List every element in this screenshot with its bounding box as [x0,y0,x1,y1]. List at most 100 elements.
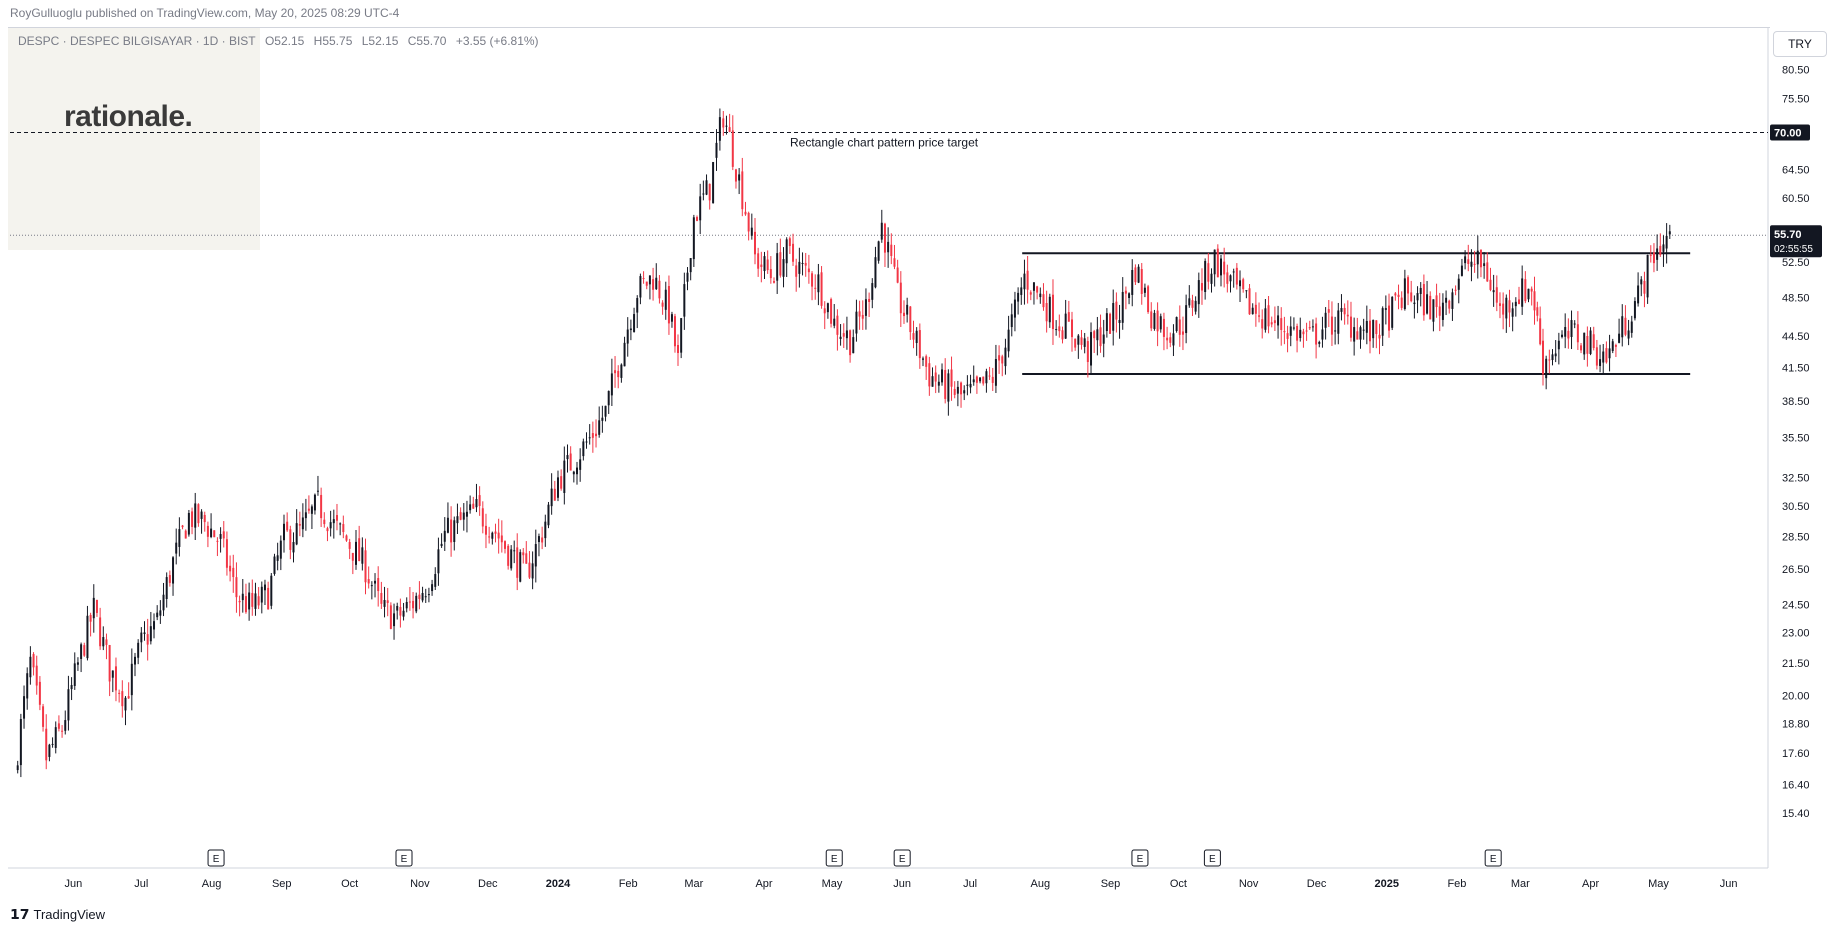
candle-body [985,371,988,384]
candle-body [922,358,925,360]
candle-body [1188,298,1191,306]
y-tick-label: 48.50 [1782,292,1810,304]
candle-body [431,584,434,592]
candle-body [769,269,772,279]
candle-body [617,370,620,378]
candle-body [760,264,763,267]
x-tick-label: 2025 [1375,878,1399,890]
candle-body [531,563,534,579]
candle-body [54,727,57,748]
candle-body [664,289,667,310]
candle-body [1384,308,1387,310]
earnings-marker[interactable] [893,849,911,867]
candle-body [899,282,902,314]
x-tick-label: Aug [1031,878,1051,890]
earnings-marker-label: E [899,854,906,865]
candle-body [172,557,175,584]
candle-body [45,728,48,761]
earnings-marker[interactable] [1131,849,1149,867]
earnings-marker[interactable] [207,849,225,867]
candle-body [108,644,111,682]
y-tick-label: 30.50 [1782,501,1810,513]
candle-body [222,531,225,539]
candle-body [1362,329,1365,331]
earnings-marker[interactable] [825,849,843,867]
candle-body [896,267,899,283]
candle-body [437,549,440,574]
candle-body [1483,263,1486,267]
candle-body [1232,271,1235,273]
candle-body [273,556,276,574]
candle-body [947,373,950,402]
candle-body [722,118,725,128]
candle-body [1564,327,1567,337]
candle-body [1640,279,1643,285]
candle-body [32,654,35,668]
y-tick-label: 32.50 [1782,472,1810,484]
candle-body [537,536,540,543]
candle-body [1489,279,1492,290]
candle-body [361,547,364,564]
candle-body [279,540,282,559]
candle-body [254,593,257,609]
candle-body [1570,320,1573,337]
x-tick-label: Dec [1307,878,1327,890]
candle-body [890,244,893,256]
candle-body [298,523,301,526]
candle-body [1080,337,1083,345]
y-tick-label: 17.60 [1782,748,1810,760]
candle-body [332,519,335,524]
candle-body [67,689,70,721]
candle-body [541,537,544,543]
candle-body [1128,293,1131,298]
candle-body [1020,287,1023,295]
candle-body [412,600,415,609]
candle-body [1150,311,1153,329]
candle-body [1573,323,1576,325]
earnings-marker[interactable] [1203,849,1221,867]
earnings-marker[interactable] [395,849,413,867]
candle-body [614,370,617,374]
candle-body [16,765,19,771]
earnings-marker[interactable] [1484,849,1502,867]
y-tick-label: 60.50 [1782,193,1810,205]
candle-body [1064,313,1067,339]
candle-body [213,530,216,538]
candle-body [801,263,804,265]
candle-body [708,183,711,201]
candle-body [692,217,695,260]
candle-body [1074,338,1077,348]
candle-body [137,642,140,658]
candle-body [1611,341,1614,351]
candle-body [491,532,494,539]
candle-body [871,283,874,300]
currency-button[interactable]: TRY [1773,31,1827,57]
candle-body [988,375,991,377]
tradingview-brand[interactable]: 𝟭𝟳 TradingView [10,906,105,923]
candle-body [1042,294,1045,308]
candle-body [292,542,295,553]
candle-body [389,605,392,629]
candle-body [750,227,753,236]
candle-body [741,171,744,210]
chart-frame [8,27,1770,870]
candle-body [1530,288,1533,292]
candle-body [639,276,642,298]
candle-body [1220,258,1222,276]
y-tick-label: 35.50 [1782,433,1810,445]
candle-body [1419,287,1422,294]
candle-body [19,719,22,766]
candle-body [807,268,810,273]
candle-body [699,196,702,221]
candle-body [1557,340,1560,350]
y-tick-label: 38.50 [1782,396,1810,408]
candle-body [629,328,632,331]
candle-body [982,376,985,384]
candle-body [1093,331,1096,339]
candle-body [484,525,487,535]
candle-body [465,511,468,517]
y-tick-label: 41.50 [1782,362,1810,374]
candle-body [686,272,689,282]
x-tick-label: Nov [410,878,430,890]
